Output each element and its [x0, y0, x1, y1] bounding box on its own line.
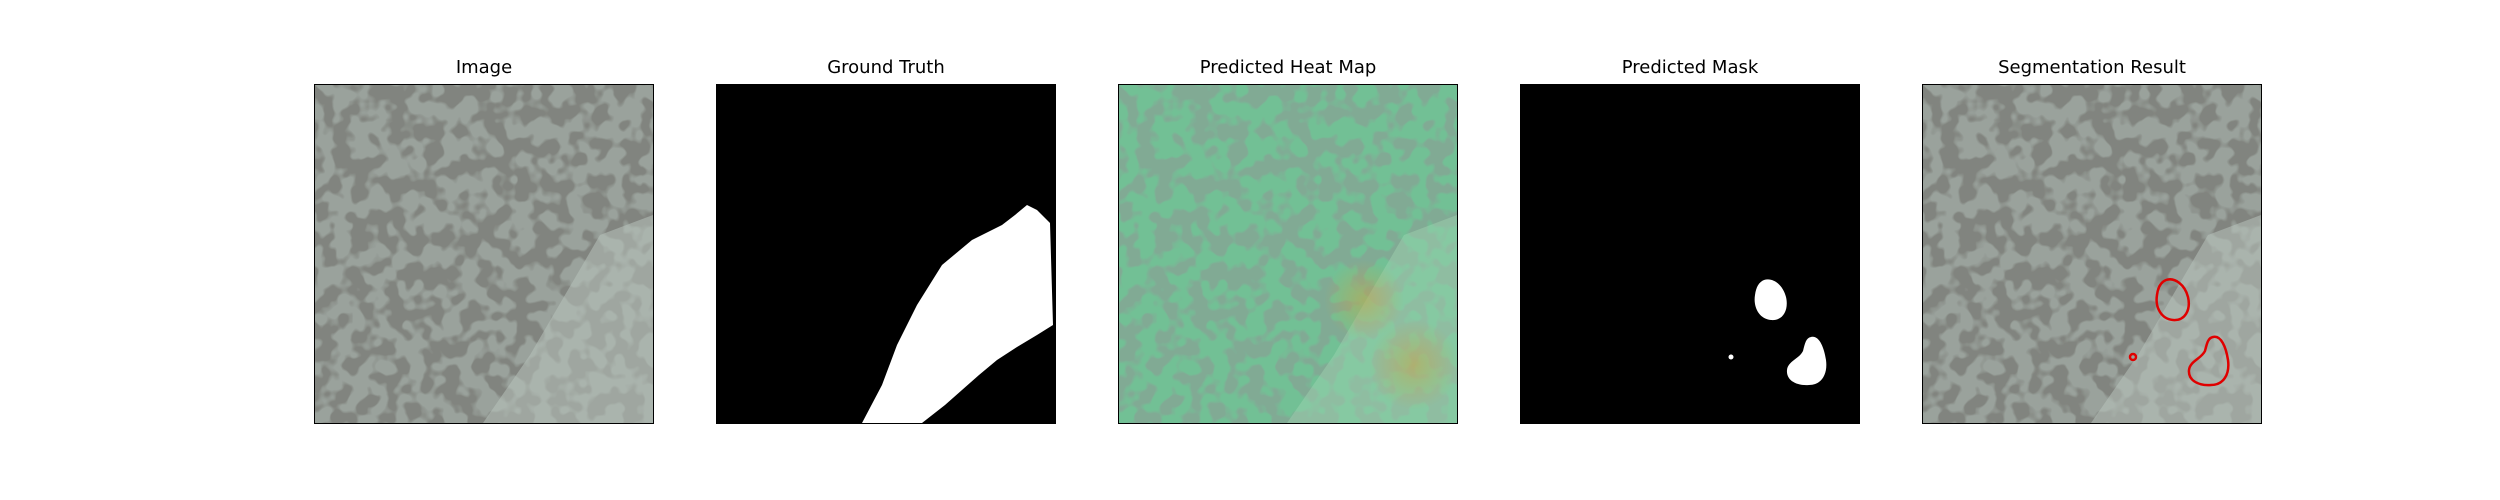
image-frame [314, 84, 654, 424]
panel-title-segmentation: Segmentation Result [1998, 57, 2186, 78]
predicted-mask [1521, 85, 1859, 423]
panel-title-ground-truth: Ground Truth [827, 57, 945, 78]
contour-dot [2128, 352, 2138, 362]
panel-title-image: Image [455, 57, 513, 78]
texture-image [315, 85, 653, 423]
heat-hotspot-2 [1369, 320, 1457, 410]
mask-frame [1520, 84, 1860, 424]
mask-blob-1 [1754, 279, 1787, 321]
ground-truth-region [862, 205, 1053, 423]
defect-region [483, 215, 653, 423]
segmentation-frame [1922, 84, 2262, 424]
contour-1 [2155, 278, 2190, 322]
ground-truth-mask [717, 85, 1055, 423]
mask-dot [1728, 354, 1734, 360]
segmentation-image [1923, 85, 2261, 423]
heatmap-image [1119, 85, 1457, 423]
heatmap-frame [1118, 84, 1458, 424]
heat-hotspot-1 [1324, 260, 1404, 340]
ground-truth-frame [716, 84, 1056, 424]
mask-blob-2 [1786, 336, 1827, 386]
panel-title-heatmap: Predicted Heat Map [1199, 57, 1377, 78]
panel-title-mask: Predicted Mask [1621, 57, 1759, 78]
contour-2 [2187, 335, 2230, 387]
